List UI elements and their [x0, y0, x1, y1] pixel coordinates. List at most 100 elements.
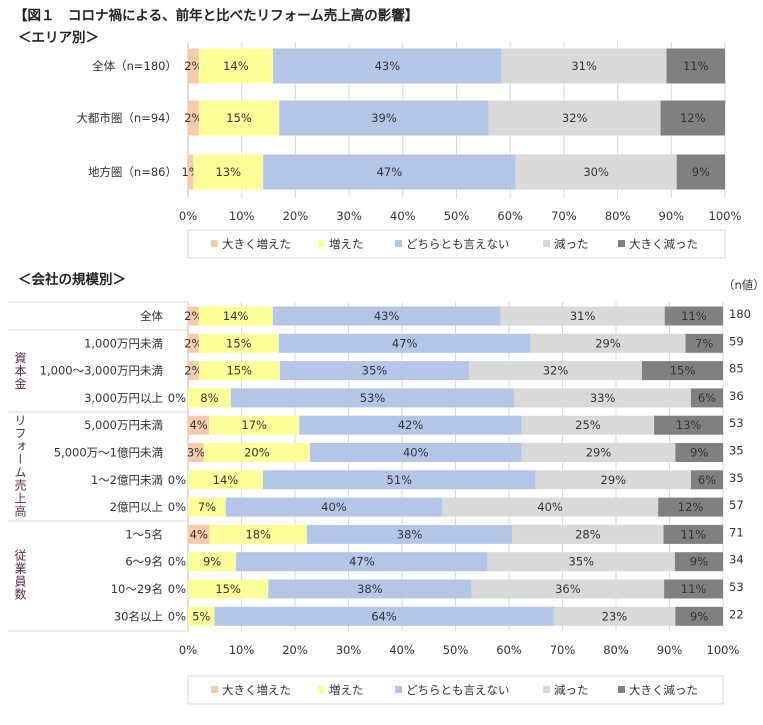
- group-label-capital: 資本金: [13, 351, 27, 391]
- x-tick-label: 100%: [707, 643, 740, 657]
- n-value: 22: [729, 607, 744, 621]
- data-label: 14%: [223, 59, 249, 73]
- bar-segment-5: [690, 388, 723, 408]
- bar-segment-2: [198, 48, 274, 84]
- legend-label: どちらとも言えない: [406, 683, 510, 697]
- bar-segment-1: [188, 306, 199, 326]
- data-label: 0%: [168, 473, 186, 487]
- legend-label: どちらとも言えない: [406, 237, 510, 251]
- data-label: 47%: [377, 165, 403, 179]
- data-label: 40%: [321, 500, 347, 514]
- data-label: 14%: [213, 473, 239, 487]
- bar-segment-2: [198, 361, 280, 381]
- data-label: 11%: [680, 527, 706, 541]
- group-label-employees: 従業員数: [13, 549, 27, 601]
- x-tick-label: 80%: [603, 643, 629, 657]
- legend-label: 減った: [554, 683, 589, 697]
- data-label: 5%: [192, 609, 210, 623]
- n-value: 35: [729, 444, 744, 458]
- data-label: 23%: [602, 609, 628, 623]
- data-label: 13%: [676, 418, 702, 432]
- data-label: 43%: [374, 309, 400, 323]
- data-label: 11%: [683, 59, 709, 73]
- data-label: 15%: [215, 582, 241, 596]
- category-label: 30名以上: [114, 609, 163, 623]
- bar-segment-5: [658, 497, 723, 517]
- data-label: 0%: [168, 500, 186, 514]
- category-label: 5,000万～1億円未満: [54, 446, 163, 460]
- data-label: 42%: [398, 418, 424, 432]
- bar-segment-2: [188, 606, 215, 626]
- company-chart-title: ＜会社の規模別＞: [18, 272, 126, 288]
- bar-segment-1: [188, 333, 199, 353]
- bar-segment-1: [188, 100, 199, 136]
- category-label: 2億円以上: [110, 500, 163, 514]
- n-value: 53: [729, 580, 744, 594]
- x-tick-label: 90%: [657, 643, 683, 657]
- data-label: 0%: [168, 391, 186, 405]
- data-label: 30%: [583, 165, 609, 179]
- x-tick-label: 70%: [550, 643, 576, 657]
- category-label: 全体（n=180）: [92, 59, 177, 73]
- x-tick-label: 30%: [336, 209, 362, 223]
- x-tick-label: 100%: [709, 209, 742, 223]
- bar-segment-5: [666, 48, 725, 84]
- x-tick-label: 60%: [496, 643, 522, 657]
- legend-label: 大きく減った: [629, 683, 698, 697]
- bar-segment-4: [471, 579, 665, 599]
- data-label: 9%: [692, 165, 710, 179]
- data-label: 4%: [190, 527, 208, 541]
- figure-title: 【図１ コロナ禍による、前年と比べたリフォーム売上高の影響】: [14, 8, 419, 24]
- legend-swatch-3: [395, 240, 402, 247]
- bar-segment-3: [268, 579, 472, 599]
- bar-segment-4: [521, 443, 676, 462]
- legend-swatch-5: [618, 686, 625, 693]
- bar-segment-3: [309, 443, 522, 462]
- data-label: 32%: [562, 111, 588, 125]
- area-chart-title: ＜エリア別＞: [18, 30, 99, 46]
- data-label: 17%: [241, 418, 267, 432]
- data-label: 53%: [360, 391, 386, 405]
- bar-segment-3: [279, 361, 470, 381]
- data-label: 0%: [168, 555, 186, 569]
- x-tick-label: 0%: [179, 209, 197, 223]
- bar-segment-3: [273, 48, 502, 84]
- data-label: 31%: [571, 59, 597, 73]
- bar-segment-3: [278, 333, 531, 353]
- bar-segment-1: [188, 443, 204, 462]
- bar-segment-4: [515, 154, 677, 190]
- legend-swatch-3: [395, 686, 402, 693]
- data-label: 20%: [244, 446, 270, 460]
- data-label: 6%: [698, 473, 716, 487]
- data-label: 40%: [537, 500, 563, 514]
- n-header: （n値）: [723, 278, 763, 292]
- bar-segment-3: [214, 606, 554, 626]
- category-label: 1～5名: [125, 527, 163, 541]
- data-label: 7%: [695, 336, 713, 350]
- bar-segment-4: [535, 470, 691, 490]
- category-label: 大都市圏（n=94）: [76, 111, 177, 125]
- bar-segment-4: [487, 552, 675, 572]
- bar-segment-2: [188, 388, 231, 408]
- bar-segment-3: [306, 524, 513, 544]
- bar-segment-3: [279, 100, 489, 136]
- n-value: 59: [729, 334, 744, 348]
- data-label: 2%: [184, 59, 202, 73]
- legend-box: [187, 229, 726, 259]
- data-label: 29%: [595, 336, 621, 350]
- data-label: 11%: [681, 309, 707, 323]
- data-label: 2%: [184, 336, 202, 350]
- n-value: 71: [729, 525, 744, 539]
- n-value: 34: [729, 553, 744, 567]
- bar-segment-5: [690, 470, 723, 490]
- legend-label: 増えた: [329, 683, 364, 697]
- data-label: 51%: [387, 473, 413, 487]
- bar-segment-3: [225, 497, 442, 517]
- x-tick-label: 70%: [551, 209, 577, 223]
- data-label: 15%: [226, 336, 252, 350]
- bar-segment-2: [209, 524, 307, 544]
- x-tick-label: 40%: [390, 209, 416, 223]
- n-value: 53: [729, 416, 744, 430]
- data-label: 18%: [245, 527, 271, 541]
- n-value: 85: [729, 362, 744, 376]
